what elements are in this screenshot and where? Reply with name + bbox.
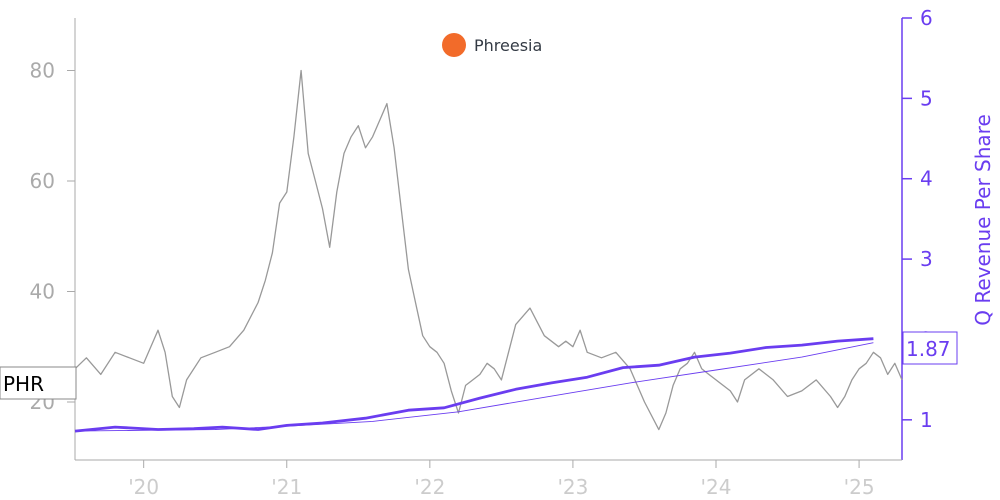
- revenue-value-text: 1.87: [906, 337, 951, 361]
- legend-marker: [442, 33, 466, 57]
- left-tick-label: 60: [30, 169, 55, 193]
- right-tick-label: 6: [920, 6, 933, 30]
- x-axis-ticks: '20 '21 '22 '23 '24 '25: [128, 460, 875, 499]
- revenue-value-label: 1.87: [902, 331, 958, 365]
- right-axis-title: Q Revenue Per Share: [971, 114, 995, 326]
- revenue-value-box: [902, 331, 958, 365]
- left-tick-label: 80: [30, 58, 55, 82]
- phr-label-box: [0, 366, 77, 400]
- legend: Phreesia: [442, 33, 542, 57]
- phr-price-line: [74, 69, 903, 431]
- x-tick-label: '20: [128, 475, 159, 499]
- legend-label: Phreesia: [474, 36, 542, 55]
- right-tick-label: 4: [920, 167, 933, 191]
- left-tick-label: 40: [30, 279, 55, 303]
- revenue-trend-line: [74, 342, 874, 432]
- revenue-per-share-line: [74, 337, 874, 433]
- x-tick-label: '24: [701, 475, 732, 499]
- right-axis-ticks: 123456: [902, 6, 933, 432]
- x-tick-label: '22: [414, 475, 445, 499]
- right-tick-label: 5: [920, 86, 933, 110]
- phr-label-text: PHR: [3, 372, 44, 396]
- phr-series-label: PHR: [0, 366, 77, 400]
- x-tick-label: '25: [844, 475, 875, 499]
- series-layer: [74, 69, 903, 433]
- right-tick-label: 3: [920, 247, 933, 271]
- x-tick-label: '23: [557, 475, 588, 499]
- right-tick-label: 1: [920, 408, 933, 432]
- x-tick-label: '21: [271, 475, 302, 499]
